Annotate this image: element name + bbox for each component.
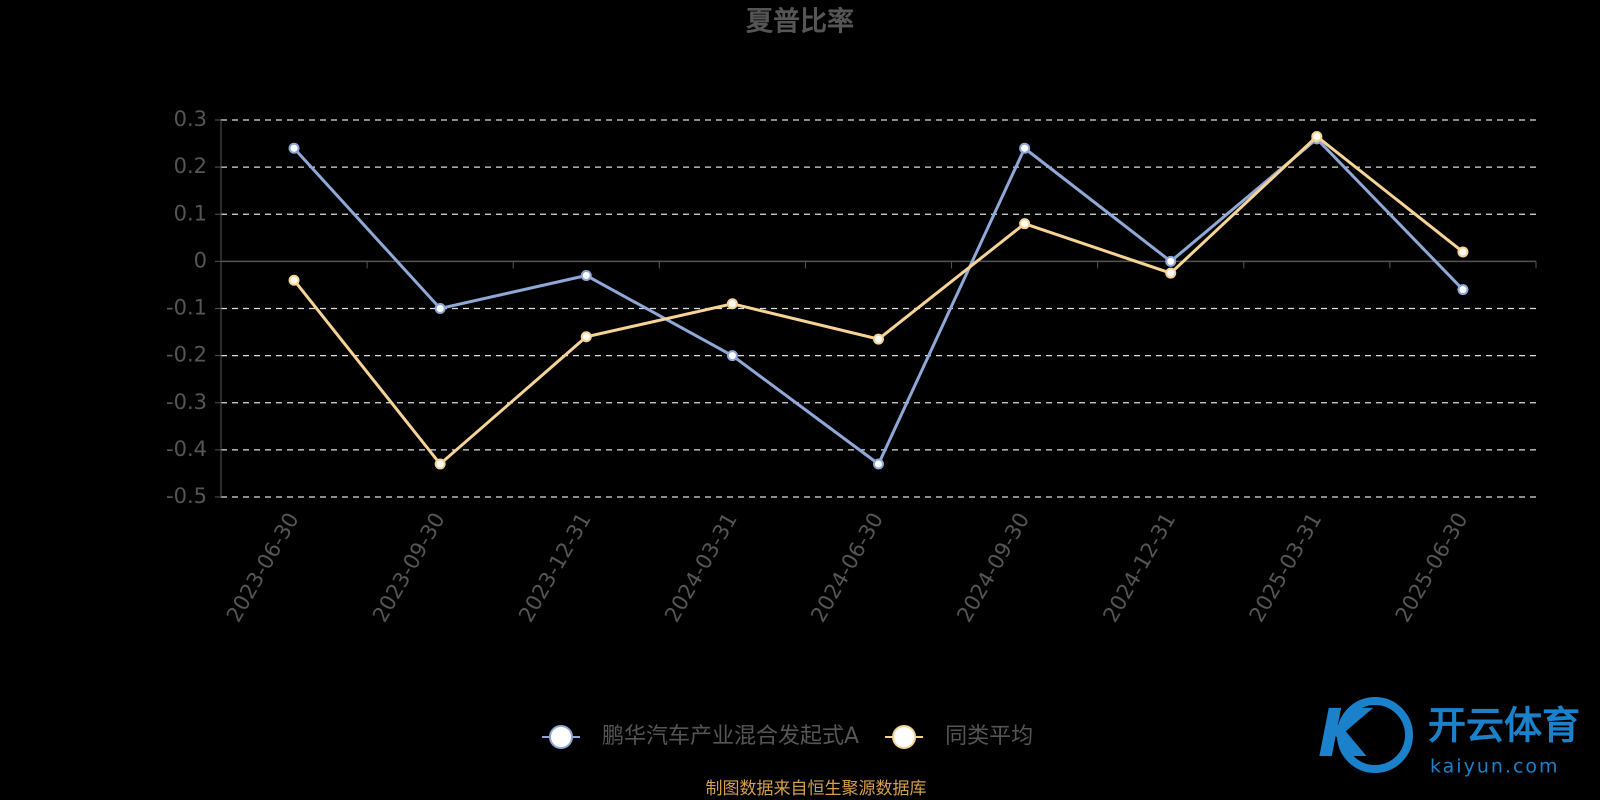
point (873, 458, 884, 470)
watermark-brand: 开云体育 (1428, 704, 1580, 748)
point (1457, 246, 1469, 258)
watermark: K 开云体育 kaiyun.com (1318, 695, 1580, 777)
point (1019, 142, 1031, 154)
point (726, 350, 738, 362)
x-tick-label: 2023-09-30 (368, 508, 450, 626)
x-tick-label: 2024-06-30 (806, 509, 888, 627)
y-tick-label: -0.1 (166, 296, 207, 320)
chart-title: 夏普比率 (746, 6, 854, 38)
watermark-site: kaiyun.com (1430, 756, 1560, 778)
series-line (292, 134, 1464, 467)
point (873, 333, 884, 345)
x-tick-label: 2024-09-30 (952, 509, 1034, 627)
logo-ring (1337, 697, 1413, 773)
y-tick-label: -0.5 (166, 484, 207, 508)
y-tick-label: -0.2 (166, 343, 207, 367)
point (434, 303, 446, 314)
legend-marker (892, 725, 917, 749)
y-tick-label: 0.3 (174, 107, 207, 131)
x-tick-label: 2025-03-31 (1245, 509, 1327, 627)
point (580, 331, 592, 343)
legend-label: 鹏华汽车产业混合发起式A (602, 724, 859, 749)
x-tick-label: 2023-06-30 (222, 509, 304, 627)
source-note: 制图数据来自恒生聚源数据库 (706, 779, 927, 799)
point (288, 142, 300, 154)
logo-k: K (1318, 695, 1374, 772)
point (434, 458, 446, 470)
point (288, 274, 300, 286)
point (1457, 284, 1469, 296)
legend: 鹏华汽车产业混合发起式A 同类平均 (542, 724, 1033, 749)
x-tick-label: 2024-12-31 (1098, 509, 1180, 627)
point (1165, 267, 1177, 279)
x-tick-label: 2023-12-31 (514, 509, 596, 627)
y-tick-label: 0.1 (174, 201, 207, 225)
point (726, 298, 738, 310)
x-tick-label: 2024-03-31 (660, 509, 742, 627)
point (580, 270, 592, 282)
y-tick-label: -0.4 (166, 437, 207, 461)
x-tick-label: 2025-06-30 (1391, 509, 1473, 627)
y-tick-label: 0.2 (174, 154, 207, 178)
y-tick-label: 0 (194, 248, 207, 272)
point (1311, 130, 1323, 142)
legend-label: 同类平均 (945, 724, 1033, 749)
point (1019, 218, 1031, 230)
point (1165, 255, 1177, 267)
series-line (292, 136, 1465, 467)
legend-marker (549, 725, 573, 749)
y-tick-label: -0.3 (166, 390, 207, 414)
